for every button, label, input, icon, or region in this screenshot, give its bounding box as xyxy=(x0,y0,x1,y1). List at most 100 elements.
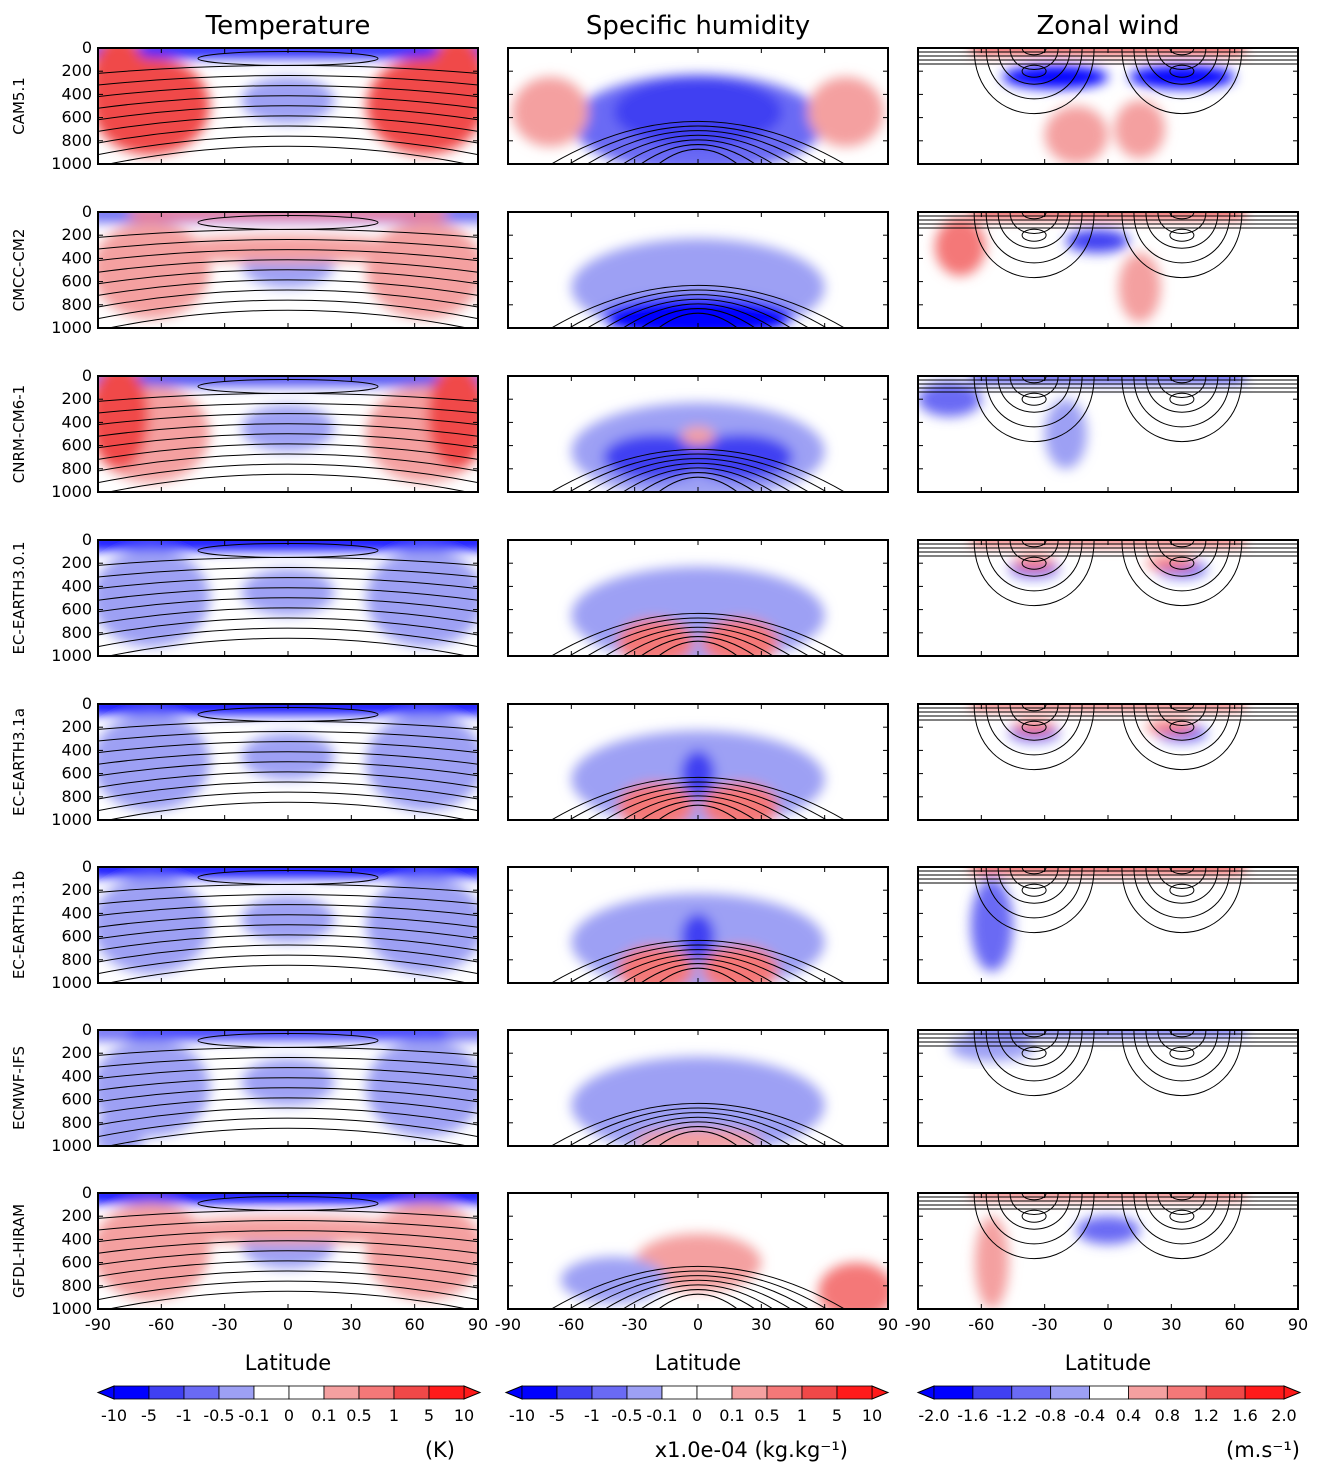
contour-line xyxy=(106,637,470,656)
contour-line xyxy=(997,867,1071,904)
contour-line xyxy=(1121,1030,1243,1097)
contour-line xyxy=(98,249,478,262)
contour-line xyxy=(106,801,470,820)
contour-line xyxy=(98,577,478,590)
contour-line xyxy=(604,790,792,820)
shaded-region xyxy=(571,566,825,656)
y-tick-label: 1000 xyxy=(51,810,92,829)
contour-line xyxy=(997,48,1071,85)
panel-fill xyxy=(918,212,1298,328)
contour-line xyxy=(568,453,828,492)
shaded-region xyxy=(1044,399,1087,469)
contour-line xyxy=(985,704,1083,756)
contour-line xyxy=(640,1289,756,1309)
contour-line xyxy=(98,239,478,250)
contour-line xyxy=(640,472,756,492)
y-tick-label: 400 xyxy=(61,903,92,922)
contour-line xyxy=(973,212,1095,279)
colorbar-tick-label: 0.8 xyxy=(1155,1406,1180,1425)
contour-line xyxy=(1145,212,1219,249)
contour-line xyxy=(1021,883,1047,897)
contour-line xyxy=(1133,540,1231,592)
contour-line xyxy=(98,135,478,156)
x-axis-label-2: Latitude xyxy=(1065,1351,1151,1375)
panel-fill xyxy=(508,540,888,656)
x-tick-label: 60 xyxy=(814,1315,834,1334)
contour-line xyxy=(640,308,756,328)
contour-line xyxy=(98,1077,478,1091)
contour-line xyxy=(973,540,1095,607)
shaded-region xyxy=(1002,65,1108,89)
contour-line xyxy=(98,1107,478,1126)
contour-line xyxy=(568,125,828,164)
contour-line xyxy=(98,1097,478,1114)
panel-fill xyxy=(918,1193,1298,1309)
shaded-region xyxy=(241,1059,335,1106)
colorbar-segment xyxy=(521,1385,558,1400)
contour-line xyxy=(98,105,478,121)
colorbar-segment xyxy=(1205,1385,1246,1400)
contour-line xyxy=(98,463,478,484)
colorbar-min-arrow xyxy=(916,1385,935,1400)
x-tick-label: -30 xyxy=(1032,1315,1058,1334)
contour-line xyxy=(98,85,478,98)
contour-line xyxy=(1169,64,1195,78)
colorbar-tick-label: 0.1 xyxy=(311,1406,336,1425)
x-tick-label: 30 xyxy=(751,1315,771,1334)
panel-background xyxy=(918,704,1298,820)
contour-line xyxy=(622,1121,774,1146)
contour-line xyxy=(98,1220,478,1231)
x-tick-label: -30 xyxy=(622,1315,648,1334)
colorbar-tick-label: -10 xyxy=(509,1406,535,1425)
colorbar-tick-label: 2.0 xyxy=(1271,1406,1296,1425)
contour-line xyxy=(550,1265,846,1309)
contour-line xyxy=(568,289,828,328)
shaded-region xyxy=(702,782,779,820)
contour-line xyxy=(98,761,478,777)
contour-line xyxy=(568,1270,828,1309)
contour-line xyxy=(550,612,846,656)
contour-line xyxy=(1133,48,1231,100)
contour-line xyxy=(1169,376,1195,384)
contour-line xyxy=(1145,704,1219,741)
contour-line xyxy=(98,894,478,905)
contour-line xyxy=(98,403,478,414)
shaded-region xyxy=(98,1202,210,1300)
contour-line xyxy=(604,298,792,328)
contour-line xyxy=(973,704,1095,771)
contour-line xyxy=(98,751,478,765)
contour-line xyxy=(550,448,846,492)
contour-line xyxy=(1145,376,1219,413)
row-label-2: CNRM-CM6-1 xyxy=(10,385,28,483)
colorbar-segment xyxy=(183,1385,220,1400)
x-tick-label: 60 xyxy=(1224,1315,1244,1334)
x-axis-label-0: Latitude xyxy=(245,1351,331,1375)
colorbar-segment xyxy=(358,1385,395,1400)
shaded-region xyxy=(98,1111,145,1146)
contour-line xyxy=(98,299,478,320)
contour-lines xyxy=(98,706,478,820)
colorbar-segment xyxy=(1011,1385,1052,1400)
contour-line xyxy=(1021,540,1047,548)
contour-line xyxy=(1121,212,1243,279)
colorbar-tick-label: -1 xyxy=(584,1406,600,1425)
panel-background xyxy=(918,376,1298,492)
row-label-7: GFDL-HIRAM xyxy=(10,1204,28,1298)
colorbar-2: -2.0 -1.6 -1.2 -0.8 -0.4 0.4 0.8 1.2 1.6 2.0 (m.s⁻… xyxy=(916,1385,1302,1462)
contour-line xyxy=(98,924,478,940)
contour-line xyxy=(985,376,1083,428)
contour-lines xyxy=(918,540,1298,607)
shaded-field xyxy=(971,48,1245,164)
x-tick-label: 0 xyxy=(1103,1315,1113,1334)
panel-0-2 xyxy=(917,47,1299,165)
contour-line xyxy=(985,540,1083,592)
y-tick-label: 600 xyxy=(61,764,92,783)
shaded-region xyxy=(702,945,779,983)
shaded-region xyxy=(241,569,335,616)
contour-line xyxy=(604,1279,792,1309)
contour-line xyxy=(98,1067,478,1080)
shaded-region xyxy=(366,876,478,974)
x-tick-label: -60 xyxy=(148,1315,174,1334)
shaded-region xyxy=(613,77,783,147)
column-title-2: Zonal wind xyxy=(1036,11,1179,41)
